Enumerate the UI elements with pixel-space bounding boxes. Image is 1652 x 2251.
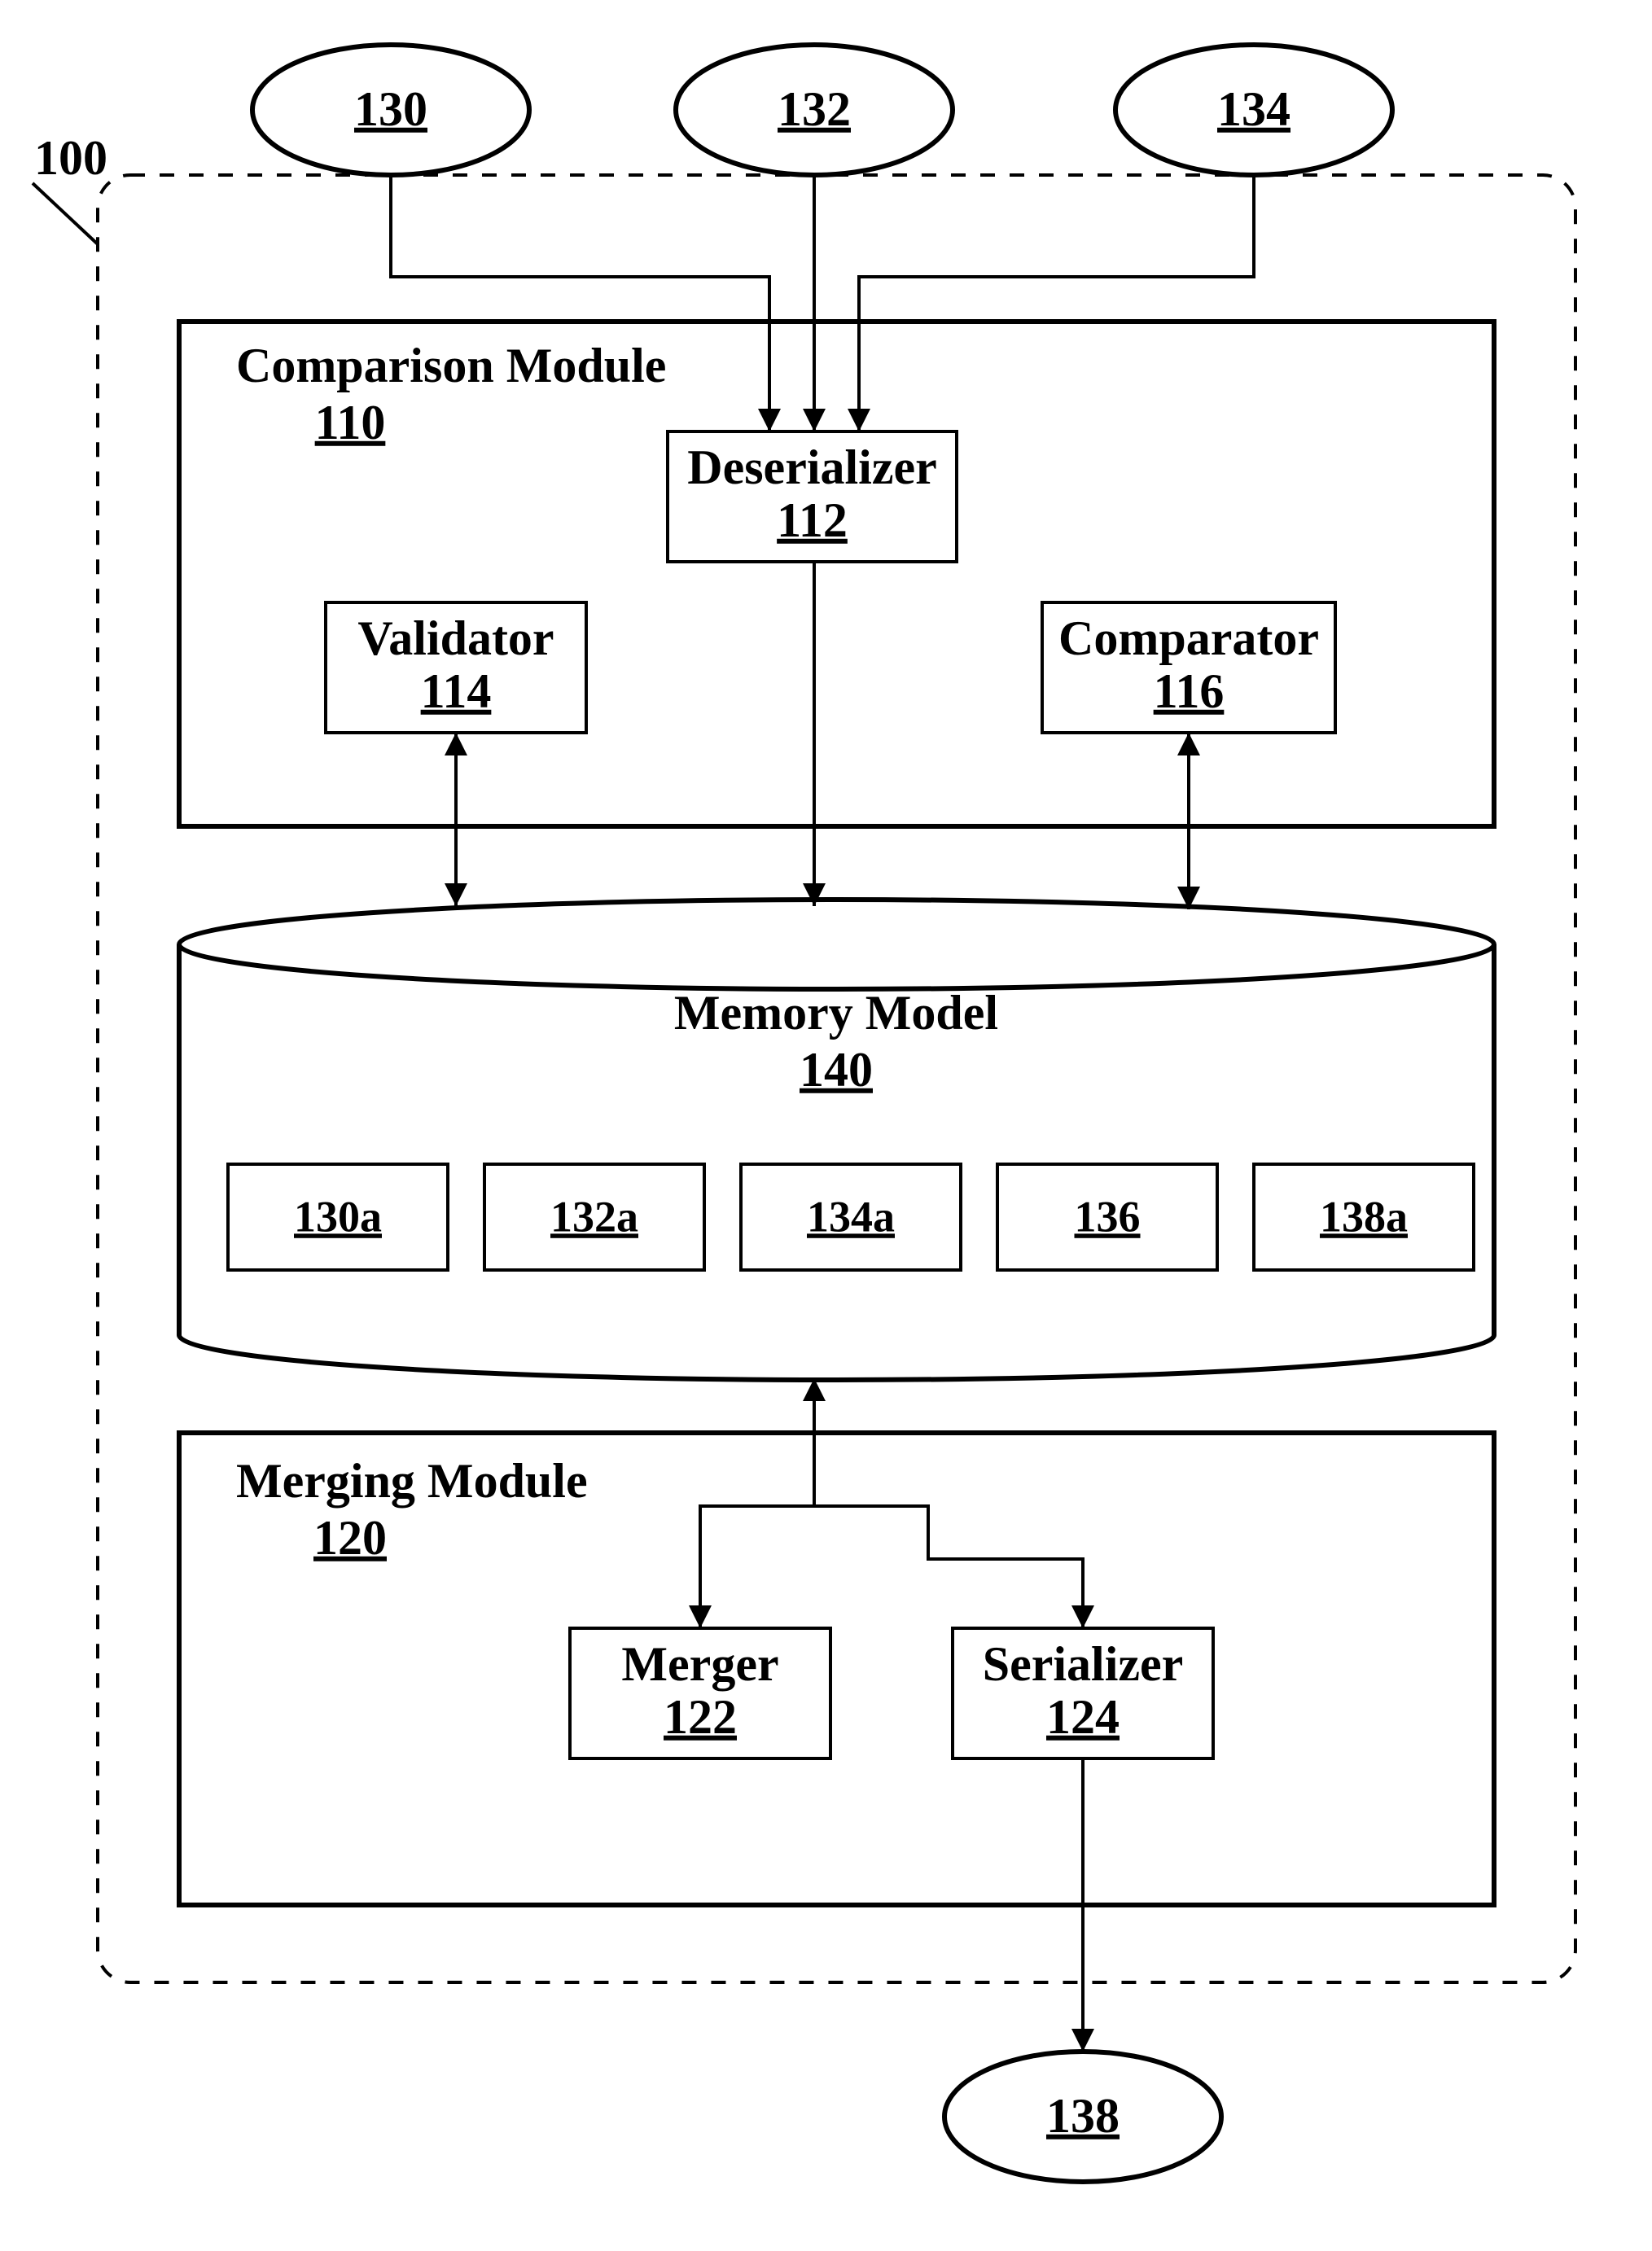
arrow-deser-to-mem — [803, 562, 826, 906]
comparison-module: Comparison Module110 Deserializer112 Valid… — [179, 322, 1494, 826]
memory-slot-id: 130a — [294, 1192, 382, 1241]
merging-module: Merging Module120 Merger122 Serializer124 — [179, 1433, 1494, 1905]
memory-slot-id: 132a — [550, 1192, 638, 1241]
memory-model-id: 140 — [800, 1043, 873, 1097]
system-tick — [33, 183, 98, 244]
comparator-id: 116 — [1154, 664, 1225, 718]
arrow-mem-to-serial — [814, 1506, 1094, 1628]
merger-id: 122 — [664, 1690, 737, 1744]
memory-model: Memory Model140 130a 132a 134a 136 138a — [179, 900, 1494, 1380]
output-id: 138 — [1046, 2089, 1120, 2143]
deserializer-id: 112 — [777, 493, 848, 547]
input-ellipse-132: 132 — [676, 45, 953, 175]
comparison-module-title: Comparison Module — [236, 339, 666, 392]
arrow-in130 — [391, 175, 781, 431]
input-ellipse-134: 134 — [1115, 45, 1392, 175]
memory-slot-id: 136 — [1075, 1192, 1141, 1241]
merging-module-id: 120 — [313, 1511, 387, 1565]
serializer-title: Serializer — [983, 1637, 1184, 1691]
input-ellipse-130: 130 — [252, 45, 529, 175]
merger-title: Merger — [621, 1637, 778, 1691]
node-id: 132 — [778, 82, 851, 136]
memory-slot-id: 138a — [1320, 1192, 1408, 1241]
arrow-mem-to-mergemod-up — [803, 1378, 826, 1506]
system-label: 100 — [34, 131, 107, 185]
arrow-val-to-mem — [445, 733, 467, 906]
validator-id: 114 — [421, 664, 492, 718]
merging-module-title: Merging Module — [236, 1454, 588, 1508]
deserializer-title: Deserializer — [687, 440, 936, 494]
arrow-comp-to-mem — [1177, 733, 1200, 909]
arrow-in134 — [848, 175, 1254, 431]
node-id: 130 — [354, 82, 427, 136]
serializer-id: 124 — [1046, 1690, 1120, 1744]
output-ellipse: 138 — [944, 2052, 1221, 2182]
arrow-mem-to-merger — [689, 1506, 814, 1628]
arrow-in132 — [803, 175, 826, 431]
node-id: 134 — [1217, 82, 1290, 136]
memory-slot-id: 134a — [807, 1192, 895, 1241]
comparator-title: Comparator — [1058, 611, 1319, 665]
validator-title: Validator — [357, 611, 554, 665]
memory-model-title: Memory Model — [674, 986, 998, 1040]
comparison-module-id: 110 — [315, 396, 386, 449]
